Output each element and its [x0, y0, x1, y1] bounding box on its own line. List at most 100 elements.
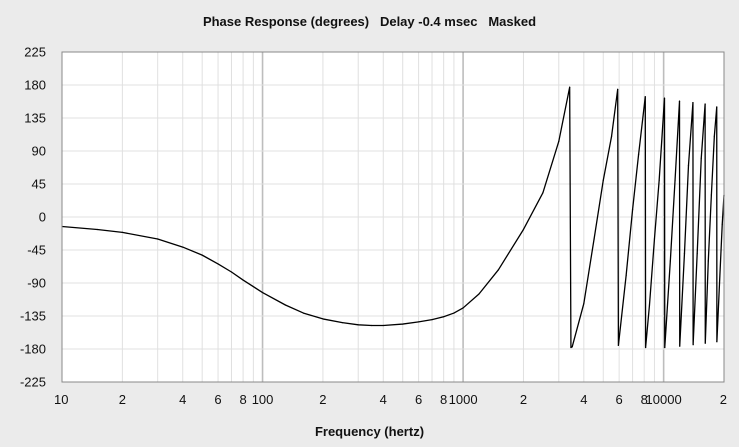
data-point [569, 86, 571, 88]
x-tick-label: 6 [415, 392, 422, 407]
data-point [418, 321, 420, 323]
data-point [242, 279, 244, 281]
y-tick-label: 0 [39, 210, 46, 225]
data-point [478, 293, 480, 295]
data-point [230, 271, 233, 273]
data-point [707, 260, 709, 262]
y-tick-label: 135 [24, 111, 46, 126]
y-tick-label: -225 [20, 375, 46, 390]
x-tick-label: 8 [440, 392, 447, 407]
data-point [558, 140, 560, 143]
data-point [663, 97, 666, 99]
data-point [96, 228, 98, 231]
data-point [674, 179, 676, 181]
data-point [217, 263, 219, 265]
y-tick-label: -135 [20, 309, 46, 324]
data-point [322, 318, 324, 320]
data-point [182, 246, 184, 248]
data-point [570, 346, 572, 349]
data-point [261, 291, 264, 294]
y-tick-label: 45 [32, 177, 46, 192]
data-point [542, 192, 544, 194]
data-point [522, 228, 525, 231]
x-tick-label: 4 [580, 392, 587, 407]
data-point [692, 344, 694, 346]
x-tick-label: 2 [119, 392, 126, 407]
x-tick-label: 6 [214, 392, 221, 407]
y-tick-labels: 225 180 135 90 45 0 -45 -90 -135 -180 -225 [20, 45, 46, 390]
data-point [382, 324, 384, 327]
data-point [402, 323, 404, 325]
x-tick-label: 1000 [449, 392, 478, 407]
y-tick-label: -180 [20, 342, 46, 357]
x-tick-label: 2 [720, 392, 727, 407]
data-point [453, 312, 455, 314]
x-axis-label: Frequency (hertz) [314, 424, 425, 439]
data-point [357, 324, 359, 326]
data-point [669, 260, 671, 262]
data-point [653, 238, 656, 240]
x-tick-label: 4 [380, 392, 387, 407]
x-tick-label: 10000 [646, 392, 682, 407]
y-tick-label: -45 [27, 243, 46, 258]
data-point [696, 253, 698, 255]
data-point [121, 231, 123, 233]
x-tick-label: 100 [252, 392, 274, 407]
data-point [201, 254, 203, 256]
series-layer [61, 86, 725, 349]
data-point [704, 103, 706, 105]
y-tick-label: 225 [24, 45, 46, 60]
y-tick-label: 180 [24, 78, 46, 93]
data-point [713, 135, 715, 137]
data-point [462, 307, 464, 309]
data-point [645, 346, 647, 349]
data-point [625, 275, 627, 277]
data-point [284, 304, 286, 306]
data-point [617, 88, 619, 90]
chart-title: Phase Response (degrees) Delay -0.4 msec… [202, 14, 537, 29]
data-point [431, 319, 433, 321]
data-point [721, 223, 723, 225]
data-point [617, 344, 620, 346]
data-point [497, 269, 499, 271]
data-point [700, 157, 702, 159]
data-point [371, 324, 373, 327]
data-point [678, 100, 681, 102]
data-point [157, 238, 159, 240]
data-point [692, 102, 694, 104]
data-point [658, 179, 660, 181]
data-point [664, 346, 666, 349]
x-tick-label: 6 [616, 392, 623, 407]
x-tick-label: 4 [179, 392, 186, 407]
x-tick-label: 10 [54, 392, 68, 407]
data-point [593, 238, 595, 240]
data-point [631, 209, 634, 211]
data-point [341, 322, 343, 324]
data-point [687, 165, 690, 167]
x-tick-label: 8 [641, 392, 648, 407]
data-point [716, 341, 718, 343]
x-tick-label: 2 [520, 392, 527, 407]
data-point [648, 304, 651, 306]
data-point [710, 194, 712, 196]
data-point [302, 312, 305, 314]
data-point [637, 154, 640, 156]
data-point [718, 282, 721, 284]
data-point [704, 342, 706, 344]
y-tick-label: 90 [32, 144, 46, 159]
data-point [644, 96, 646, 98]
x-tick-label: 2 [319, 392, 326, 407]
data-point [610, 135, 613, 137]
data-point [583, 302, 585, 305]
x-tick-label: 8 [239, 392, 246, 407]
y-tick-label: -90 [27, 276, 46, 291]
data-point [679, 345, 681, 347]
plot-frame [61, 51, 725, 383]
data-point [602, 179, 604, 181]
data-point [571, 346, 573, 348]
data-point [683, 253, 686, 255]
data-point [716, 106, 718, 108]
